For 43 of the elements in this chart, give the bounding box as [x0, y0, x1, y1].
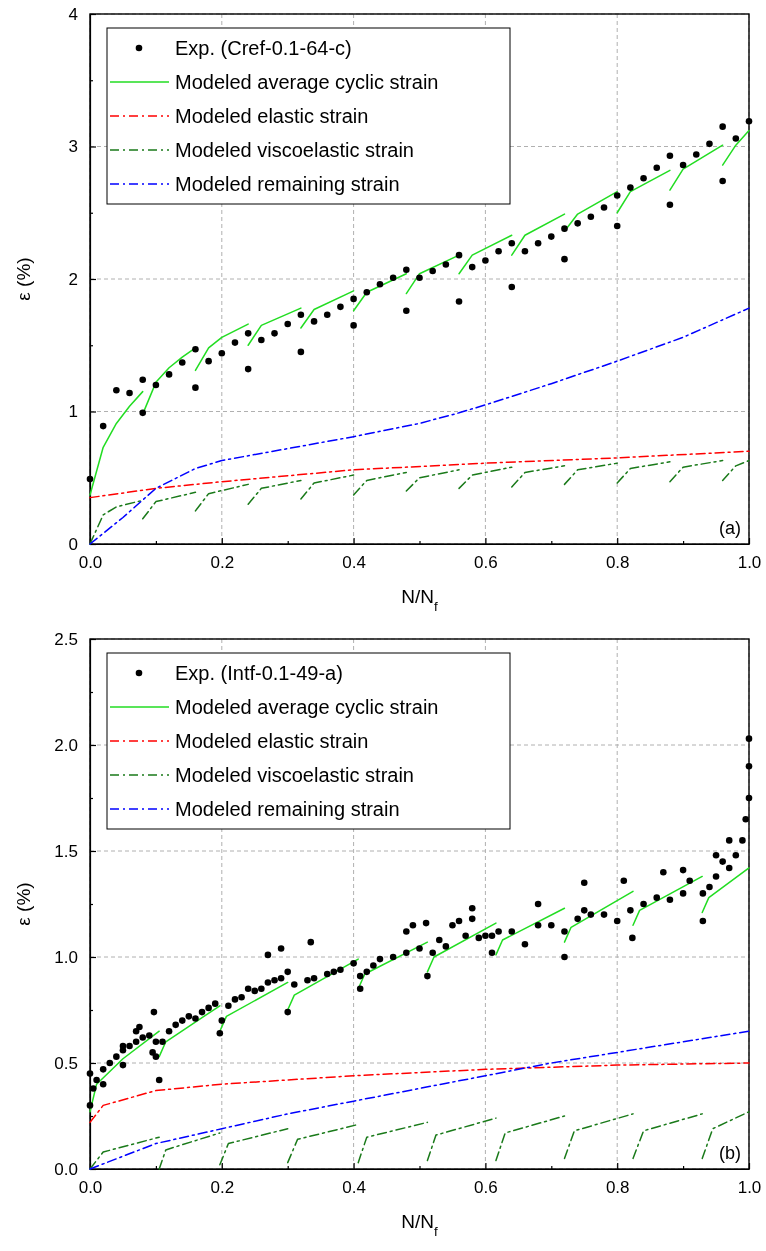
- legend-label: Exp. (Cref-0.1-64-c): [175, 37, 352, 59]
- legend-label: Exp. (Intf-0.1-49-a): [175, 662, 343, 684]
- line-series: [89, 1062, 750, 1124]
- x-axis-title: N/N$_{f}$: [401, 1211, 439, 1239]
- y-tick-label: 1.0: [54, 947, 78, 967]
- legend-label: Modeled elastic strain: [175, 730, 369, 752]
- legend-label: Modeled viscoelastic strain: [175, 139, 414, 161]
- line-series: [89, 390, 144, 496]
- x-tick-label: 0.2: [210, 553, 235, 573]
- legend-label: Modeled elastic strain: [175, 105, 369, 127]
- line-series: [89, 450, 750, 499]
- y-tick-label: 1: [68, 402, 78, 422]
- x-tick-label: 0.6: [474, 553, 498, 573]
- y-axis-title: ε (%): [13, 257, 34, 301]
- annotation: (b): [719, 1143, 741, 1163]
- y-tick-label: 2: [68, 269, 78, 289]
- y-tick-label: 2.0: [54, 735, 78, 755]
- x-tick-label: 1.0: [737, 553, 762, 573]
- line-series: [89, 499, 144, 545]
- legend-label: Modeled remaining strain: [175, 798, 400, 820]
- legend-label: Modeled average cyclic strain: [175, 696, 439, 718]
- x-tick-label: 0.8: [605, 1178, 630, 1198]
- y-tick-label: 1.5: [54, 841, 78, 861]
- x-tick-label: 0.4: [342, 1178, 366, 1198]
- x-tick-label: 1.0: [737, 1178, 762, 1198]
- y-axis-title: ε (%): [13, 882, 34, 926]
- x-axis-title: N/N$_{f}$: [401, 586, 439, 614]
- y-tick-label: 4: [68, 4, 78, 24]
- x-tick-label: 0.8: [605, 553, 630, 573]
- legend-label: Modeled remaining strain: [175, 173, 400, 195]
- y-tick-label: 3: [68, 137, 78, 157]
- annotation: (a): [719, 518, 741, 538]
- y-tick-label: 2.5: [54, 629, 78, 649]
- x-tick-label: 0.6: [474, 1178, 498, 1198]
- x-tick-label: 0.4: [342, 553, 366, 573]
- y-tick-label: 0: [68, 534, 78, 554]
- line-series: [89, 1030, 160, 1113]
- y-tick-label: 0.5: [54, 1053, 78, 1073]
- legend-label: Modeled viscoelastic strain: [175, 764, 414, 786]
- line-series: [194, 323, 249, 372]
- y-tick-label: 0.0: [54, 1159, 78, 1179]
- legend-label: Modeled average cyclic strain: [175, 71, 439, 93]
- x-tick-label: 0.2: [210, 1178, 235, 1198]
